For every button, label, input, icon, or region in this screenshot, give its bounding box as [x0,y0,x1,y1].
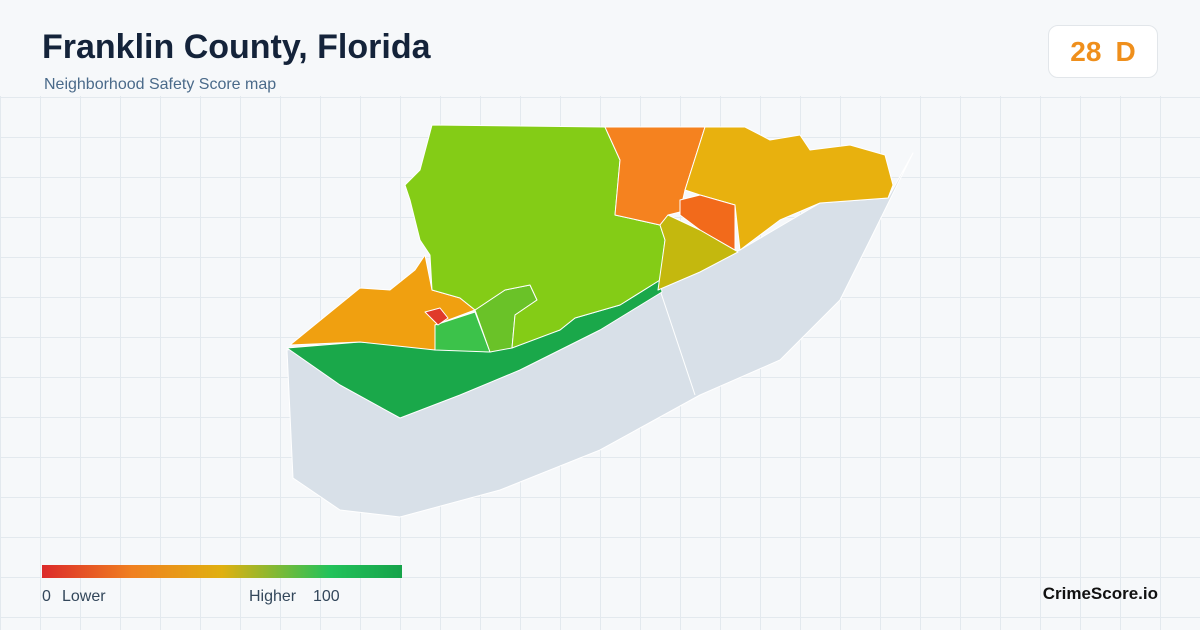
water [286,152,914,518]
water-divider [659,289,696,396]
score-value: 28 [1070,35,1102,67]
region [657,214,739,291]
legend-min: 0 [42,588,51,605]
score-grade: D [1115,35,1136,67]
legend-min-label: Lower [62,588,106,605]
legend-max-label: Higher [249,588,297,605]
header [0,0,1200,96]
legend-max: 100 [313,588,340,605]
brand: CrimeScore.io [1042,584,1158,603]
region [424,307,449,326]
score-badge: 28 D [1048,25,1158,78]
legend-gradient [42,565,402,578]
title: Franklin County, Florida [42,28,431,66]
subtitle: Neighborhood Safety Score map [44,76,277,93]
